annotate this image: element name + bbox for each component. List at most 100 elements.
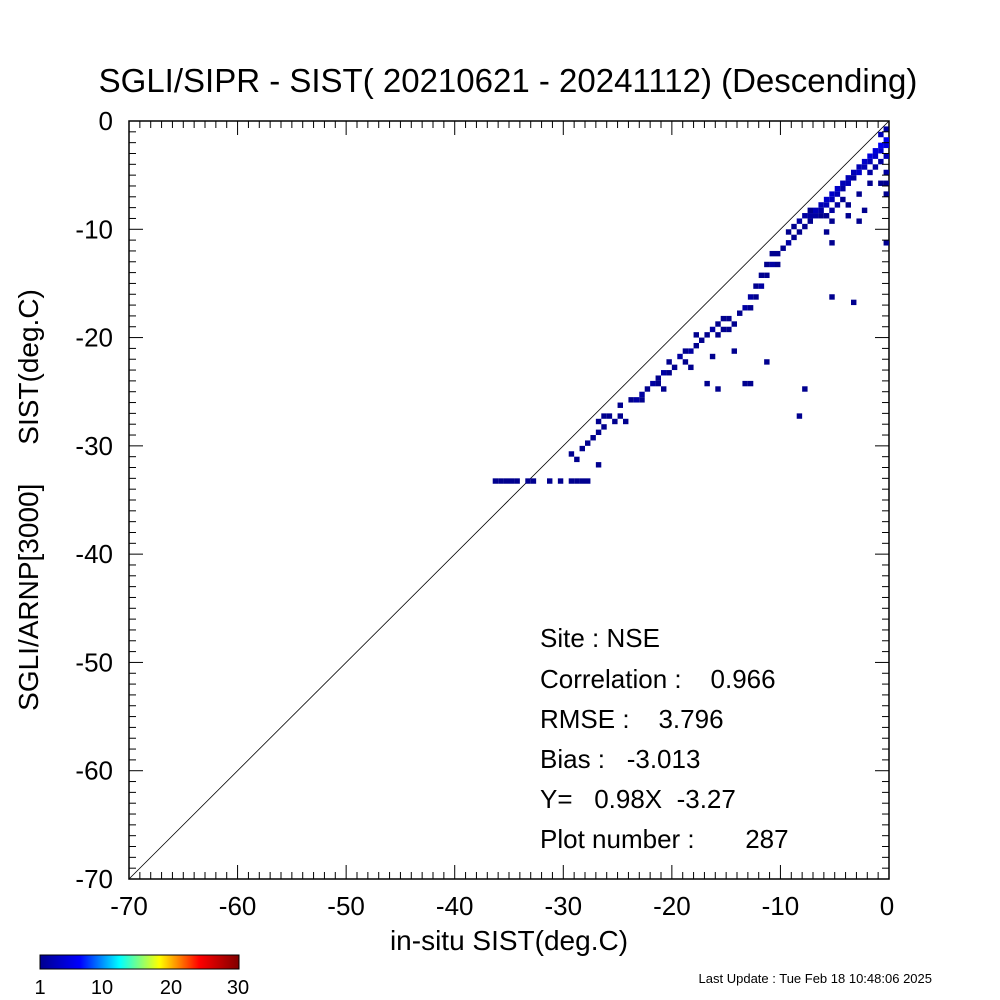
density-cell: [704, 380, 710, 387]
y-tick-label: -20: [75, 323, 113, 353]
density-cell: [883, 126, 889, 132]
y-tick-label: 0: [99, 106, 113, 136]
density-cell: [867, 180, 873, 186]
x-tick-label: -20: [653, 891, 691, 921]
density-cell: [617, 413, 623, 419]
density-cell: [802, 223, 808, 230]
density-cell: [585, 440, 591, 446]
density-cell: [574, 456, 580, 463]
density-cell: [595, 462, 602, 468]
x-tick-label: -30: [545, 891, 583, 921]
density-cell: [633, 397, 640, 403]
density-cell: [726, 326, 732, 333]
density-cell: [840, 180, 846, 186]
density-cells: [492, 126, 889, 484]
density-cell: [709, 326, 716, 333]
density-cell: [492, 478, 499, 484]
density-cell: [661, 370, 667, 376]
density-cell: [671, 364, 678, 371]
density-cell: [807, 207, 813, 214]
density-cell: [557, 478, 564, 484]
density-cell: [682, 359, 689, 365]
density-cell: [802, 213, 808, 219]
density-cell: [823, 229, 830, 235]
density-cell: [601, 424, 607, 430]
density-cell: [878, 142, 884, 149]
density-cell: [764, 272, 770, 279]
density-cell: [818, 207, 824, 214]
density-cell: [747, 380, 754, 387]
density-cell: [688, 348, 694, 354]
density-cell: [547, 478, 553, 484]
density-cell: [802, 386, 808, 392]
density-cell: [709, 353, 716, 360]
x-tick-label: -50: [327, 891, 365, 921]
density-cell: [878, 180, 884, 186]
density-cell: [785, 240, 792, 246]
x-tick-label: 0: [880, 891, 894, 921]
y-tick-label: -40: [75, 539, 113, 569]
density-cell: [726, 315, 732, 322]
density-cell: [742, 305, 748, 311]
density-cell: [834, 191, 841, 197]
density-cell: [568, 451, 575, 457]
density-cell: [867, 169, 873, 176]
density-cell: [856, 218, 862, 224]
density-cell: [878, 158, 884, 165]
density-cell: [498, 478, 504, 484]
x-tick-label: -70: [110, 891, 148, 921]
density-cell: [883, 180, 889, 186]
stat-bias: Bias : -3.013: [540, 744, 700, 774]
stat-correlation: Correlation : 0.966: [540, 664, 776, 694]
density-cell: [617, 402, 623, 408]
density-cell: [780, 245, 786, 251]
density-cell: [791, 223, 797, 230]
density-cell: [655, 380, 661, 387]
density-cell: [867, 158, 873, 165]
colorbar-tick-label: 20: [160, 977, 182, 999]
density-cell: [856, 164, 862, 170]
colorbar-tick-label: 1: [34, 977, 45, 999]
density-cell: [807, 218, 813, 224]
density-cell: [813, 207, 819, 214]
density-cell: [699, 337, 705, 343]
density-cell: [753, 294, 759, 300]
density-cell: [872, 148, 879, 154]
density-cell: [883, 240, 889, 246]
colorbar: 1 10 20 30: [34, 954, 249, 999]
identity-line: [128, 120, 890, 880]
y-tick-label: -70: [75, 864, 113, 894]
density-cell: [823, 196, 830, 203]
density-cell: [851, 299, 857, 306]
density-cell: [731, 321, 737, 327]
density-cell: [655, 375, 661, 381]
density-cell: [769, 250, 775, 257]
density-cell: [807, 213, 813, 219]
density-cell: [525, 478, 531, 484]
density-cell: [666, 359, 672, 365]
statistics-panel: Site : NSE Correlation : 0.966 RMSE : 3.…: [540, 623, 789, 854]
density-cell: [704, 332, 710, 338]
density-cell: [845, 180, 851, 186]
density-cell: [883, 169, 889, 176]
density-cell: [595, 418, 602, 425]
density-cell: [856, 169, 862, 176]
density-cell: [775, 261, 781, 268]
density-cell: [861, 164, 868, 170]
density-cell: [747, 305, 754, 311]
density-cell: [840, 185, 846, 192]
density-cell: [845, 175, 851, 181]
density-cell: [677, 353, 683, 360]
density-cell: [747, 294, 754, 300]
density-cell: [693, 332, 699, 338]
density-cell: [715, 386, 721, 392]
density-cell: [514, 478, 520, 484]
density-cell: [872, 164, 879, 170]
density-cell: [612, 418, 618, 425]
density-cell: [829, 207, 835, 214]
density-cell: [579, 445, 585, 452]
density-cell: [785, 229, 792, 235]
density-cell: [720, 315, 727, 322]
density-cell: [601, 413, 607, 419]
last-update-footer: Last Update : Tue Feb 18 10:48:06 2025: [699, 971, 932, 986]
